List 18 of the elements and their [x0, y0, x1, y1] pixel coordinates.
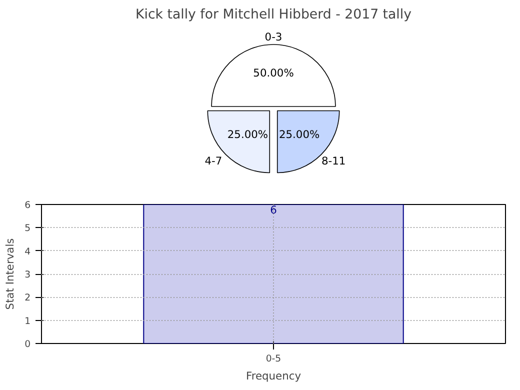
chart-title: Kick tally for Mitchell Hibberd - 2017 tally [136, 8, 412, 22]
x-axis-title: Frequency [246, 370, 302, 382]
y-tick-label: 2 [24, 292, 31, 304]
y-tick-label: 6 [24, 200, 31, 211]
slice-label: 8-11 [321, 154, 346, 168]
data-label: 6 [270, 204, 278, 216]
data-label: 50.00% [253, 66, 294, 80]
data-label: 25.00% [278, 128, 320, 142]
slice-label: 0-3 [264, 30, 282, 44]
y-tick-label: 3 [24, 270, 31, 280]
slice-label: 4-7 [204, 154, 222, 168]
y-tick-label: 1 [24, 316, 31, 327]
y-axis-title: Stat Intervals [4, 238, 17, 310]
y-tick-label: 5 [24, 223, 31, 234]
data-label: 25.00% [227, 128, 268, 142]
y-tick-label: 0 [24, 339, 31, 350]
y-tick-label: 4 [24, 246, 31, 258]
x-tick-label: 0-5 [266, 354, 282, 364]
